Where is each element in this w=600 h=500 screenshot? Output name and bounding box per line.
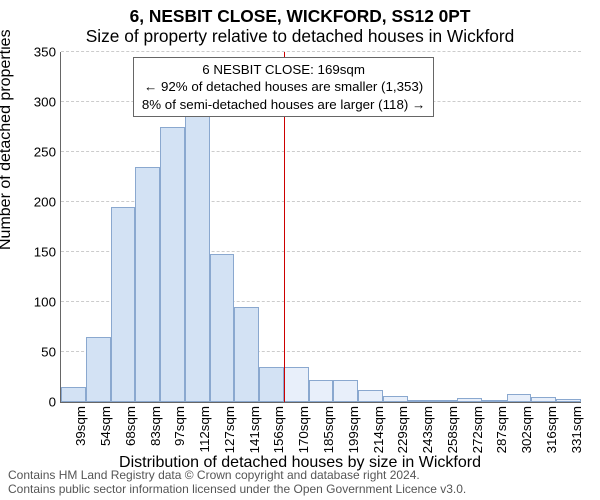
histogram-bar xyxy=(259,367,284,402)
x-tick: 214sqm xyxy=(371,406,386,453)
histogram-bar xyxy=(531,397,556,402)
x-tick: 243sqm xyxy=(420,406,435,453)
x-tick: 97sqm xyxy=(172,406,187,446)
x-tick: 112sqm xyxy=(197,406,212,452)
gridline xyxy=(61,151,581,152)
histogram-bar xyxy=(432,400,457,402)
y-tick: 0 xyxy=(49,395,61,410)
x-tick: 272sqm xyxy=(470,406,485,453)
histogram-bar xyxy=(284,367,309,402)
histogram-bar xyxy=(234,307,259,402)
chart-container: 6, NESBIT CLOSE, WICKFORD, SS12 0PT Size… xyxy=(0,0,600,500)
footer-line-2: Contains public sector information licen… xyxy=(8,482,466,496)
histogram-bar xyxy=(86,337,111,402)
footer-line-1: Contains HM Land Registry data © Crown c… xyxy=(8,468,466,482)
histogram-bar xyxy=(309,380,334,402)
histogram-bar xyxy=(507,394,532,402)
y-tick: 300 xyxy=(34,95,61,110)
x-tick: 302sqm xyxy=(519,406,534,453)
y-axis-label: Number of detached properties xyxy=(0,29,15,250)
annotation-line: 8% of semi-detached houses are larger (1… xyxy=(142,96,426,113)
histogram-bar xyxy=(457,398,482,402)
histogram-bar xyxy=(160,127,185,402)
histogram-bar xyxy=(408,400,433,402)
histogram-bar xyxy=(333,380,358,402)
histogram-bar xyxy=(383,396,408,402)
x-tick: 316sqm xyxy=(544,406,559,453)
annotation-box: 6 NESBIT CLOSE: 169sqm← 92% of detached … xyxy=(133,57,435,117)
x-tick: 170sqm xyxy=(296,406,311,453)
x-tick: 331sqm xyxy=(569,406,584,453)
x-tick: 54sqm xyxy=(98,406,113,446)
x-tick: 39sqm xyxy=(73,406,88,446)
x-tick: 68sqm xyxy=(123,406,138,446)
annotation-line: 6 NESBIT CLOSE: 169sqm xyxy=(142,61,426,78)
annotation-line: ← 92% of detached houses are smaller (1,… xyxy=(142,78,426,95)
y-tick: 350 xyxy=(34,45,61,60)
chart-subtitle: Size of property relative to detached ho… xyxy=(0,26,600,47)
histogram-bar xyxy=(482,400,507,402)
x-tick: 127sqm xyxy=(222,406,237,453)
x-tick: 185sqm xyxy=(321,406,336,453)
plot-area: 05010015020025030035039sqm54sqm68sqm83sq… xyxy=(60,52,581,403)
x-tick: 141sqm xyxy=(247,406,262,453)
x-tick: 287sqm xyxy=(494,406,509,453)
y-tick: 250 xyxy=(34,145,61,160)
histogram-bar xyxy=(135,167,160,402)
y-tick: 100 xyxy=(34,295,61,310)
x-tick: 156sqm xyxy=(271,406,286,453)
histogram-bar xyxy=(210,254,235,402)
x-tick: 229sqm xyxy=(395,406,410,453)
x-tick: 199sqm xyxy=(346,406,361,453)
footer-attribution: Contains HM Land Registry data © Crown c… xyxy=(8,468,466,496)
histogram-bar xyxy=(61,387,86,402)
histogram-bar xyxy=(556,399,581,402)
chart-title: 6, NESBIT CLOSE, WICKFORD, SS12 0PT xyxy=(0,6,600,27)
x-tick: 258sqm xyxy=(445,406,460,453)
histogram-bar xyxy=(111,207,136,402)
x-tick: 83sqm xyxy=(148,406,163,446)
gridline xyxy=(61,51,581,52)
y-tick: 200 xyxy=(34,195,61,210)
histogram-bar xyxy=(185,112,210,402)
y-tick: 50 xyxy=(41,345,61,360)
histogram-bar xyxy=(358,390,383,402)
y-tick: 150 xyxy=(34,245,61,260)
